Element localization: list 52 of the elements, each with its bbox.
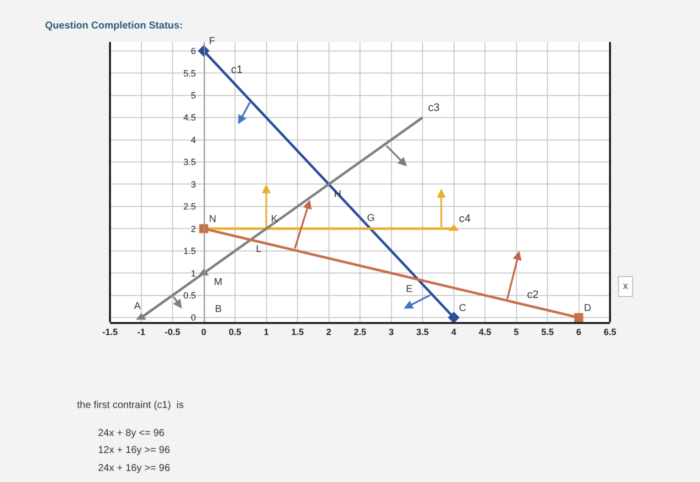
text: 12x + 16y >= 96 xyxy=(98,445,170,456)
annotation: N xyxy=(209,214,216,225)
x-tick-label: 0.5 xyxy=(228,326,242,337)
x-tick-label: 6.5 xyxy=(604,326,616,337)
y-tick-label: 6 xyxy=(190,46,196,56)
y-tick-label: 1 xyxy=(190,268,196,278)
x-tick-label: 1.5 xyxy=(291,326,304,337)
x-tick-label: 6 xyxy=(576,326,582,337)
annotation: c4 xyxy=(459,213,471,225)
x-tick-label: 3 xyxy=(388,326,394,337)
x-tick-label: 0 xyxy=(201,326,206,337)
annotation: B xyxy=(215,304,222,315)
x-tick-label: 5 xyxy=(514,326,519,337)
y-tick-label: 2.5 xyxy=(183,202,196,212)
x-tick-label: 4 xyxy=(451,326,456,337)
annotation: A xyxy=(134,301,141,312)
annotation: L xyxy=(256,244,262,255)
annotation: H xyxy=(334,189,342,200)
x-tick-label: 5.5 xyxy=(541,326,554,337)
chart-title: Question Completion Status: xyxy=(45,20,183,32)
annotation: c2 xyxy=(527,289,539,301)
x-tick-label: 2.5 xyxy=(354,326,366,337)
y-tick-label: 5.5 xyxy=(183,68,196,78)
annotation: c3 xyxy=(428,102,440,114)
y-tick-label: 4.5 xyxy=(183,112,196,123)
text: 24x + 8y <= 96 xyxy=(98,428,165,439)
x-tick-label: 2 xyxy=(326,326,332,337)
annotation: D xyxy=(584,303,592,314)
x-axis-title: x xyxy=(623,281,628,292)
text: the first contraint (c1) is xyxy=(77,400,184,411)
x-tick-label: 1 xyxy=(264,326,269,337)
y-tick-label: 0 xyxy=(190,312,196,323)
annotation: G xyxy=(367,213,375,224)
text: 24x + 16y >= 96 xyxy=(98,463,170,474)
x-tick-label: -0.5 xyxy=(164,326,180,337)
annotation: K xyxy=(271,214,278,225)
x-tick-label: 4.5 xyxy=(478,326,492,337)
y-tick-label: 3 xyxy=(190,179,196,190)
annotation: E xyxy=(406,284,413,295)
y-tick-label: 1.5 xyxy=(183,246,196,256)
y-tick-label: 2 xyxy=(190,224,196,234)
x-tick-label: -1 xyxy=(137,326,146,337)
annotation: c1 xyxy=(231,64,243,76)
x-tick-label: -1.5 xyxy=(102,326,118,337)
annotation: C xyxy=(459,303,466,314)
y-tick-label: 5 xyxy=(190,90,196,100)
annotation: M xyxy=(214,277,222,288)
x-tick-label: 3.5 xyxy=(416,326,429,337)
y-tick-label: 3.5 xyxy=(183,157,196,168)
y-tick-label: 4 xyxy=(190,134,196,145)
y-tick-label: 0.5 xyxy=(183,290,196,300)
annotation: F xyxy=(209,36,216,47)
